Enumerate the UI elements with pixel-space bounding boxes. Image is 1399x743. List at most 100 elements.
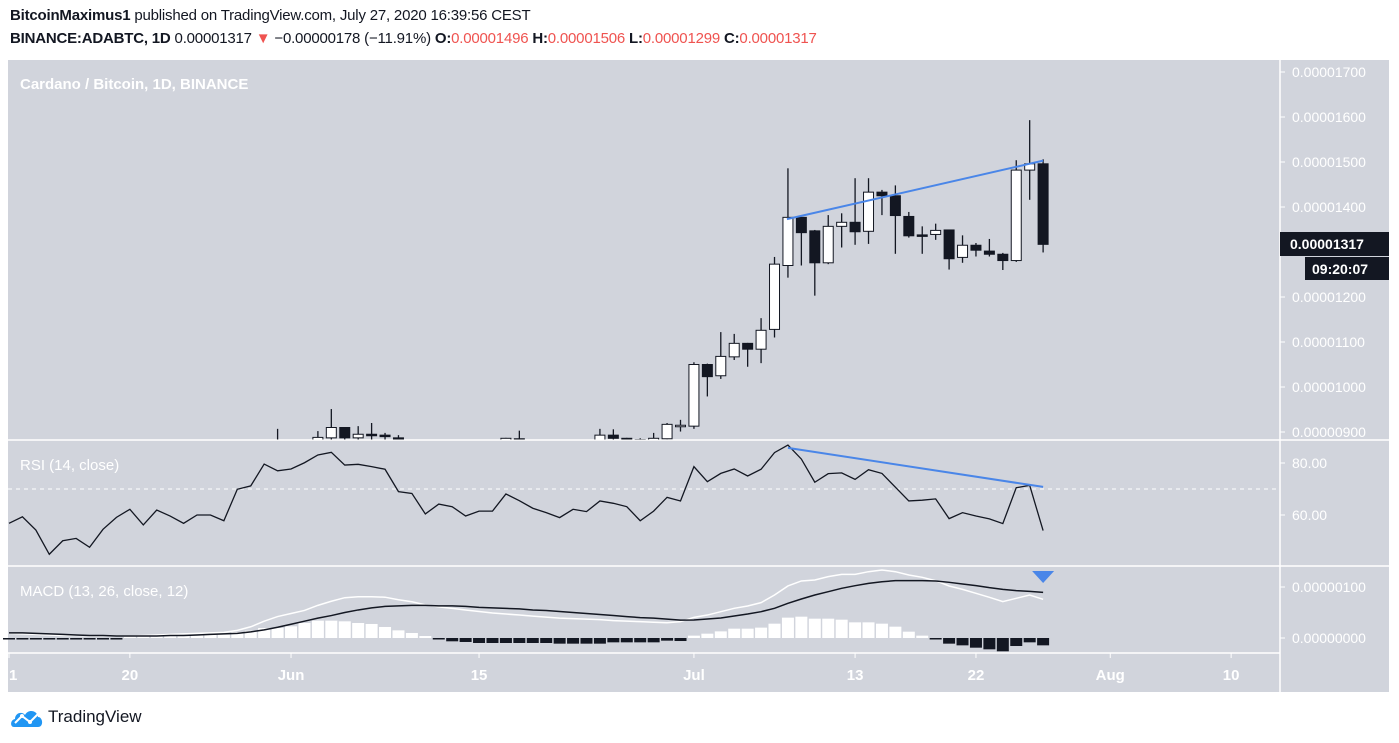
histogram-bar-negative: [593, 638, 606, 644]
price-tick-label: 0.00001100: [1292, 334, 1365, 350]
candle-down[interactable]: [392, 435, 404, 443]
candle-down[interactable]: [889, 185, 901, 254]
candle-up[interactable]: [500, 437, 512, 446]
candle-up[interactable]: [957, 235, 969, 263]
candle-down[interactable]: [366, 423, 378, 442]
candle-body: [863, 191, 875, 232]
candle-body: [822, 225, 834, 264]
candle-down[interactable]: [983, 238, 995, 257]
price-change: −0.00000178 (−11.91%): [270, 30, 431, 47]
candle-up[interactable]: [863, 178, 875, 244]
candle-down[interactable]: [795, 216, 807, 266]
tradingview-logo[interactable]: TradingView: [10, 706, 142, 728]
candle-body: [500, 437, 512, 440]
tradingview-cloud-icon: [11, 711, 43, 727]
candle-up[interactable]: [822, 215, 834, 265]
histogram-bar-positive: [741, 628, 754, 638]
candle-down[interactable]: [742, 342, 754, 367]
candle-up[interactable]: [312, 431, 324, 445]
candle-body: [1037, 163, 1049, 245]
candle-down[interactable]: [876, 189, 888, 216]
candle-up[interactable]: [715, 332, 727, 379]
candle-up[interactable]: [648, 432, 660, 443]
symbol-name: BINANCE:ADABTC, 1D: [10, 30, 171, 47]
price-tick-label: 0.00001000: [1292, 379, 1366, 395]
candle-up[interactable]: [688, 362, 700, 429]
last-price: 0.00001317: [170, 30, 252, 47]
candle-down[interactable]: [849, 178, 861, 245]
candle-down[interactable]: [621, 437, 633, 443]
low-label: L:: [629, 30, 643, 47]
histogram-bar-positive: [177, 634, 190, 638]
histogram-bar-negative: [56, 638, 69, 640]
macd-line: [8, 569, 1044, 637]
candle-down[interactable]: [379, 432, 391, 441]
close-value: 0.00001317: [739, 30, 817, 47]
candle-up[interactable]: [769, 256, 781, 338]
histogram-bar-negative: [499, 638, 512, 643]
candle-down[interactable]: [970, 243, 982, 257]
time-tick-label: 1: [9, 667, 17, 684]
macd-title: MACD (13, 26, close, 12): [20, 583, 188, 600]
histogram-bar-negative: [446, 638, 459, 642]
candle-down[interactable]: [701, 363, 713, 397]
candle-up[interactable]: [352, 426, 364, 441]
candle-up[interactable]: [675, 419, 686, 432]
histogram-bar-positive: [298, 623, 311, 638]
candle-up[interactable]: [728, 333, 740, 360]
histogram-bar-positive: [849, 622, 862, 638]
candle-down[interactable]: [809, 229, 821, 296]
candle-up[interactable]: [930, 223, 942, 240]
histogram-bar-positive: [392, 630, 405, 638]
candle-down[interactable]: [634, 438, 646, 443]
candle-up[interactable]: [782, 168, 794, 278]
candle-body: [930, 229, 942, 235]
candle-down[interactable]: [943, 229, 955, 270]
candle-up[interactable]: [594, 428, 606, 443]
histogram-bar-positive: [822, 618, 835, 638]
histogram-bar-negative: [969, 638, 982, 648]
histogram-bar-positive: [325, 620, 338, 638]
histogram-bar-negative: [647, 638, 660, 643]
chart-title: Cardano / Bitcoin, 1D, BINANCE: [20, 76, 248, 93]
rsi-divergence-trendline[interactable]: [787, 446, 1044, 488]
histogram-bar-positive: [405, 633, 418, 638]
histogram-bar-positive: [768, 623, 781, 638]
candle-body: [876, 191, 888, 197]
candle-up[interactable]: [273, 428, 283, 455]
candle-down[interactable]: [997, 252, 1009, 270]
histogram-bar-negative: [70, 638, 83, 640]
candle-up[interactable]: [1010, 160, 1022, 262]
rsi-title: RSI (14, close): [20, 457, 119, 474]
time-tick-label: Jul: [683, 667, 705, 684]
time-tick-label: 10: [1223, 667, 1240, 684]
candle-up[interactable]: [755, 318, 767, 364]
histogram-bar-positive: [889, 626, 902, 638]
candle-body: [675, 424, 686, 428]
histogram-bar-negative: [540, 638, 553, 643]
candle-body: [755, 329, 767, 350]
histogram-bar-negative: [996, 638, 1009, 652]
countdown-label: 09:20:07: [1312, 261, 1368, 277]
price-tick-label: 0.00001200: [1292, 289, 1366, 305]
candle-up[interactable]: [325, 409, 337, 441]
candle-body: [715, 355, 727, 377]
author-name[interactable]: BitcoinMaximus1: [10, 7, 131, 24]
candle-up[interactable]: [836, 213, 848, 248]
histogram-bar-negative: [553, 638, 566, 644]
candle-down[interactable]: [339, 427, 351, 443]
price-resistance-trendline[interactable]: [786, 159, 1044, 221]
histogram-bar-positive: [795, 616, 808, 638]
histogram-bar-negative: [110, 638, 123, 640]
last-price-label: 0.00001317: [1290, 236, 1364, 252]
histogram-bar-positive: [352, 623, 365, 638]
candle-down[interactable]: [513, 430, 525, 444]
open-value: 0.00001496: [451, 30, 529, 47]
candle-up[interactable]: [661, 423, 673, 440]
candle-down[interactable]: [1037, 159, 1049, 253]
candle-down[interactable]: [903, 211, 915, 238]
candle-down[interactable]: [607, 429, 619, 441]
candle-down[interactable]: [916, 226, 928, 254]
histogram-bar-negative: [674, 638, 687, 642]
